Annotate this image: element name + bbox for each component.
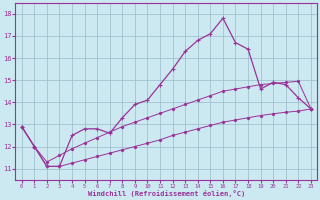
X-axis label: Windchill (Refroidissement éolien,°C): Windchill (Refroidissement éolien,°C) [88,190,245,197]
